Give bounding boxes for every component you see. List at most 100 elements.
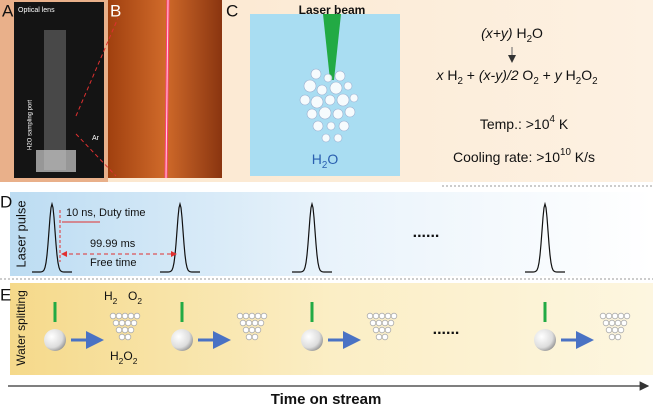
product-cluster (372, 326, 380, 334)
product-cluster (623, 312, 631, 320)
product-cluster (378, 312, 386, 320)
text-segment: (x+y) (481, 25, 513, 41)
text-segment: 4 (549, 114, 555, 125)
text-segment: + (539, 67, 555, 83)
product-cluster (384, 312, 392, 320)
photo-label: Ar (92, 135, 100, 142)
h2-label: H2 (104, 289, 118, 306)
bubble (312, 120, 324, 132)
product-cluster (242, 326, 250, 334)
product-cluster (602, 319, 610, 327)
product-cluster (118, 333, 126, 341)
product-cluster (381, 333, 389, 341)
bubble (299, 94, 311, 106)
text-segment: O (532, 25, 543, 41)
x-axis-label: Time on stream (271, 391, 382, 408)
bubble (326, 121, 336, 131)
text-segment: 2 (576, 76, 581, 87)
pulse (525, 201, 565, 273)
product-cluster (605, 312, 613, 320)
product-cluster (378, 326, 386, 334)
product-cluster (236, 312, 244, 320)
text-segment: O (581, 67, 592, 83)
product-cluster (381, 319, 389, 327)
temperature: Temp.: >104 K (480, 114, 569, 132)
axis-label: Water splitting (14, 290, 28, 366)
water-label: H2O (312, 151, 339, 171)
zoom-line (75, 17, 119, 117)
bubble (344, 106, 356, 118)
product-cluster (124, 319, 132, 327)
product-cluster (614, 333, 622, 341)
product-cluster (617, 312, 625, 320)
text-segment: O (519, 67, 534, 83)
bubble (321, 133, 331, 143)
bubble (349, 93, 359, 103)
text-segment: 2 (322, 160, 327, 171)
text-segment: H (312, 151, 322, 167)
text-segment: y (554, 67, 563, 83)
text-segment: 2 (133, 356, 138, 366)
product-cluster (251, 333, 259, 341)
product-cluster (614, 319, 622, 327)
pulse (32, 201, 72, 273)
text-segment: (x-y)/2 (479, 67, 519, 83)
water-droplet (534, 329, 556, 351)
product-cluster (611, 326, 619, 334)
pulse (292, 201, 332, 273)
water-box (250, 14, 400, 176)
panel-label: B (110, 1, 121, 20)
product-cluster (605, 326, 613, 334)
product-cluster (384, 326, 392, 334)
bubble (318, 106, 332, 120)
product-cluster (620, 319, 628, 327)
text-segment: 2 (113, 296, 118, 306)
photo-label: Optical lens (18, 7, 55, 14)
product-cluster (109, 312, 117, 320)
product-cluster (248, 312, 256, 320)
text-segment: H (562, 67, 576, 83)
product-cluster (372, 312, 380, 320)
bubble (333, 133, 343, 143)
tube-base (36, 150, 76, 172)
panel-label: A (2, 1, 14, 20)
product-cluster (130, 319, 138, 327)
product-cluster (390, 312, 398, 320)
text-segment: Cooling rate: >10 (453, 149, 560, 165)
text-segment: 10 (560, 147, 571, 158)
reactant: (x+y) H2O (481, 25, 543, 45)
water-droplet (171, 329, 193, 351)
products: x H2 + (x-y)/2 O2 + y H2O2 (435, 67, 597, 87)
product-cluster (248, 326, 256, 334)
product-cluster (133, 312, 141, 320)
text-segment: 2 (457, 76, 462, 87)
product-cluster (260, 312, 268, 320)
bubble (338, 120, 350, 132)
text-segment: H (110, 349, 119, 363)
bubble (323, 73, 333, 83)
product-cluster (245, 319, 253, 327)
text-segment: 2 (137, 296, 142, 306)
o2-label: O2 (128, 289, 142, 306)
bubble (334, 70, 346, 82)
product-cluster (254, 326, 262, 334)
product-cluster (115, 312, 123, 320)
bubble (303, 79, 317, 93)
ellipsis: ...... (433, 321, 460, 338)
panel-label: D (0, 192, 12, 211)
bubble (306, 108, 318, 120)
text-segment: 2 (119, 356, 124, 366)
bubble (310, 68, 322, 80)
product-cluster (608, 319, 616, 327)
bubble (336, 93, 350, 107)
product-cluster (124, 333, 132, 341)
ellipsis: ...... (413, 224, 440, 241)
bubble (329, 81, 343, 95)
text-segment: O (123, 349, 132, 363)
product-cluster (245, 333, 253, 341)
product-cluster (239, 319, 247, 327)
bubble (316, 84, 328, 96)
product-cluster (369, 319, 377, 327)
axis-label: Laser pulse (13, 200, 28, 267)
